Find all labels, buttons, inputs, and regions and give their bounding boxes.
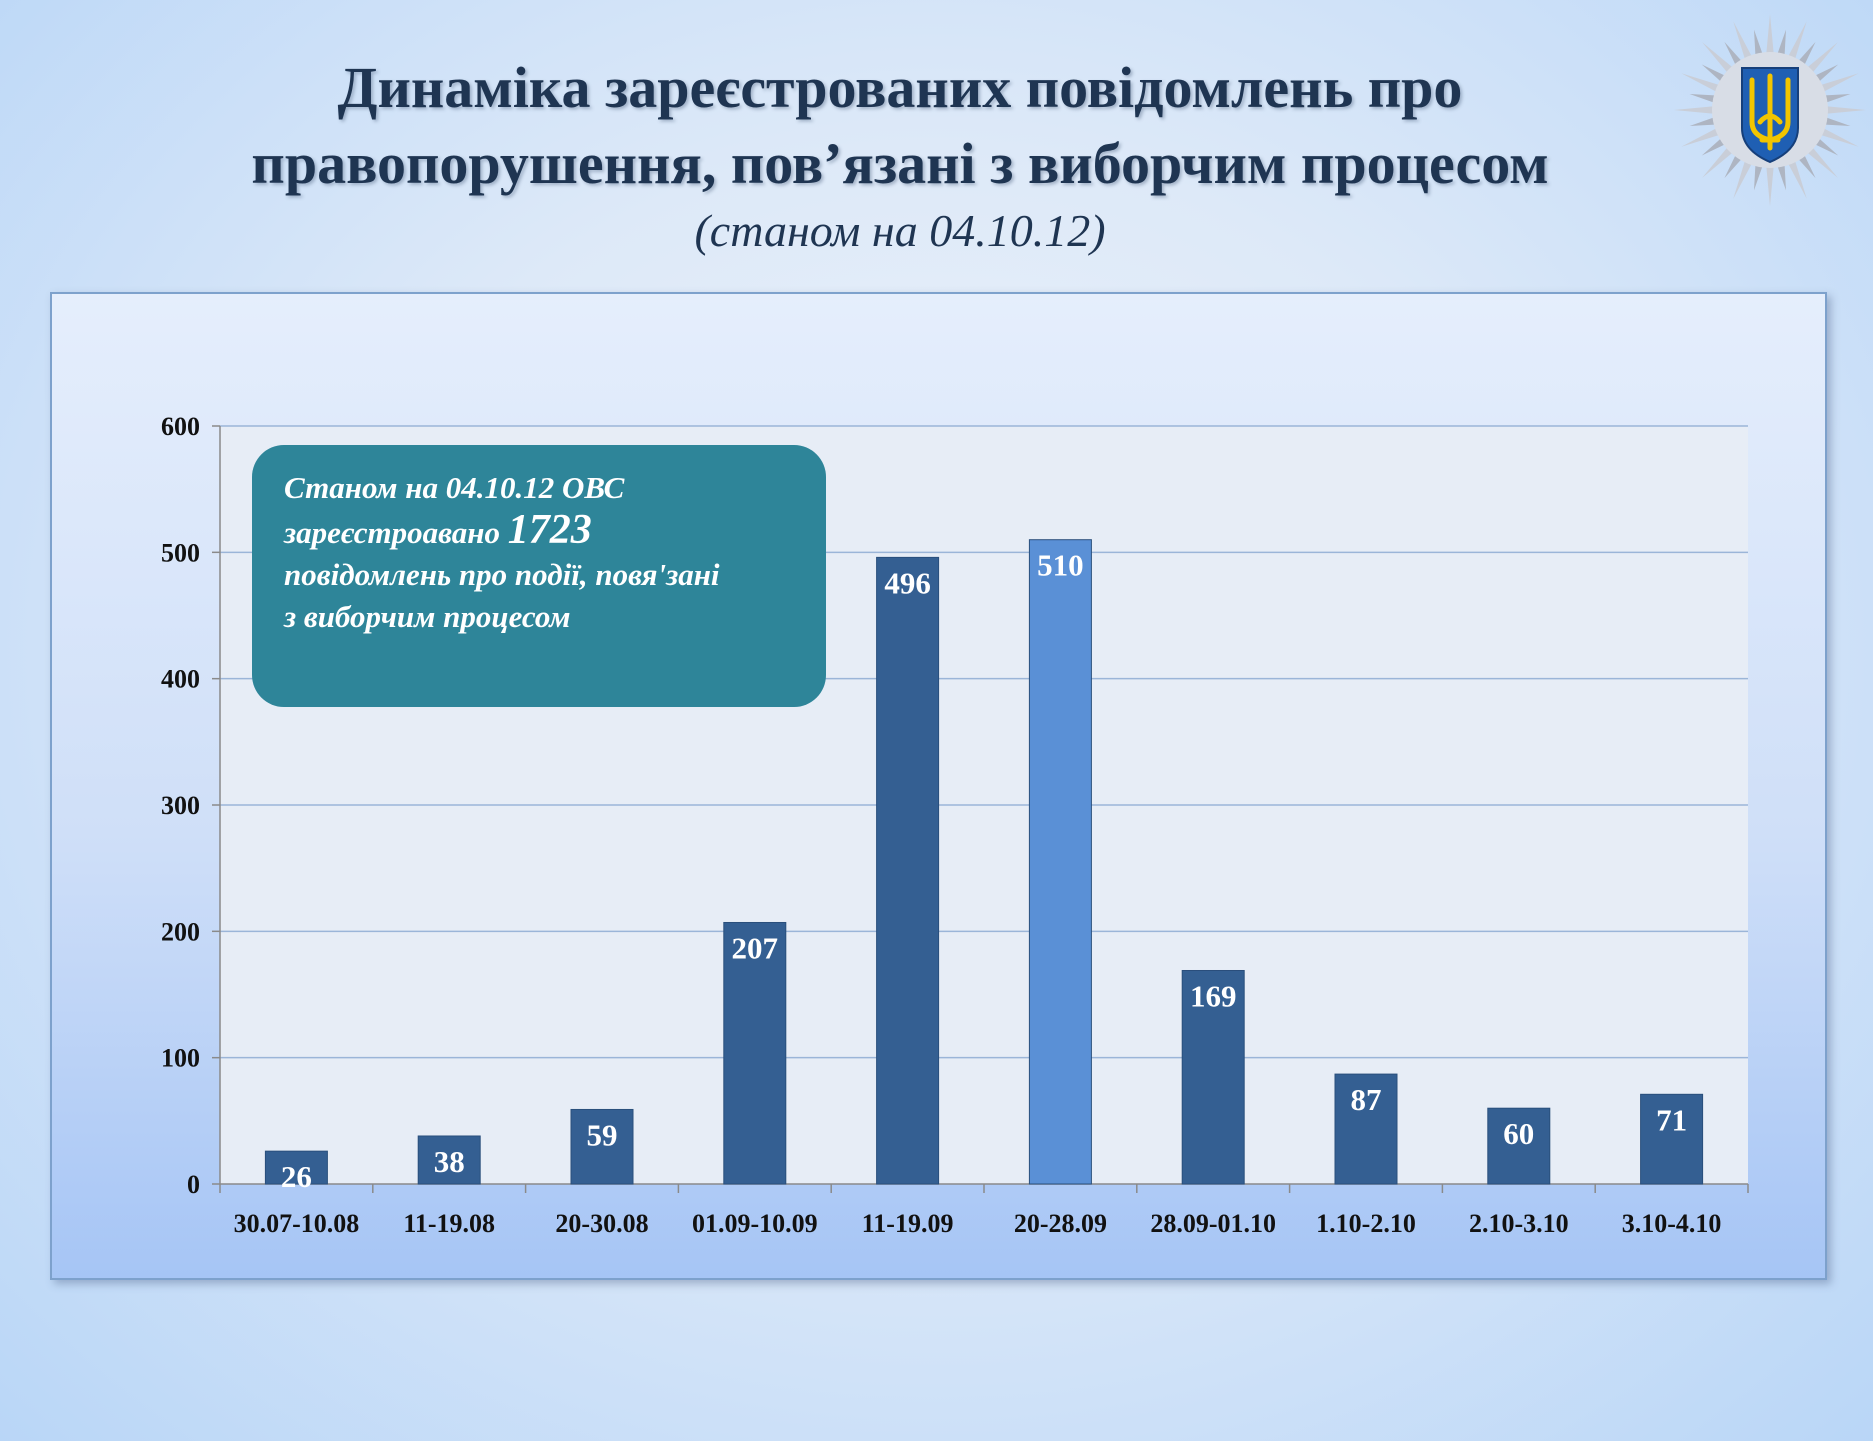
- x-tick-label: 20-30.08: [555, 1209, 648, 1238]
- bar-value-label: 59: [587, 1117, 618, 1152]
- bar-value-label: 38: [434, 1144, 465, 1179]
- callout-line-2-prefix: зареєстроавано: [284, 515, 508, 550]
- bar-value-label: 26: [281, 1159, 312, 1194]
- callout-line-4: з виборчим процесом: [284, 599, 571, 634]
- bar-9: [1487, 1107, 1551, 1185]
- y-tick-label: 300: [161, 791, 200, 820]
- bar-10: [1640, 1093, 1704, 1185]
- chart-frame: 0 100 200 300 400 500 600 26 30.07-10.08 38 11-19.…: [50, 292, 1827, 1280]
- x-tick-label: 2.10-3.10: [1469, 1209, 1569, 1238]
- y-tick-label: 200: [161, 917, 200, 946]
- summary-callout: Станом на 04.10.12 ОВС зареєстроавано 17…: [252, 445, 826, 707]
- trident-star-emblem-icon: [1674, 14, 1866, 206]
- bar-1: [264, 1150, 328, 1185]
- y-tick-label: 600: [161, 412, 200, 441]
- bar-2: [417, 1135, 481, 1185]
- x-tick-label: 3.10-4.10: [1622, 1209, 1722, 1238]
- x-tick-label: 30.07-10.08: [234, 1209, 360, 1238]
- x-tick-label: 20-28.09: [1014, 1209, 1107, 1238]
- bar-3: [570, 1108, 634, 1185]
- y-tick-label: 0: [187, 1170, 200, 1199]
- bar-value-label: 510: [1037, 548, 1084, 583]
- bar-value-label: 207: [732, 930, 779, 965]
- bar-value-label: 496: [884, 565, 931, 600]
- page-title-line-2: правопорушення, пов’язані з виборчим про…: [251, 131, 1549, 196]
- callout-total-number: 1723: [507, 507, 592, 553]
- bar-value-label: 87: [1351, 1082, 1382, 1117]
- bar-4: [723, 921, 787, 1185]
- title-block: Динаміка зареєстрованих повідомлень про …: [0, 50, 1800, 260]
- x-tick-label: 11-19.08: [403, 1209, 495, 1238]
- bar-5: [876, 556, 940, 1185]
- y-tick-label: 400: [161, 665, 200, 694]
- bar-6: [1028, 539, 1092, 1185]
- callout-line-3: повідомлень про події, повя'зані: [284, 557, 720, 592]
- callout-line-2: зареєстроавано 1723: [284, 509, 798, 554]
- bar-value-label: 169: [1190, 978, 1237, 1013]
- bar-7: [1181, 969, 1245, 1185]
- callout-line-1: Станом на 04.10.12 ОВС: [284, 470, 625, 505]
- x-tick-label: 1.10-2.10: [1316, 1209, 1416, 1238]
- bar-value-label: 71: [1656, 1102, 1687, 1137]
- bar-value-label: 60: [1503, 1116, 1534, 1151]
- x-tick-label: 11-19.09: [862, 1209, 954, 1238]
- bar-chart: 0 100 200 300 400 500 600 26 30.07-10.08 38 11-19.…: [161, 412, 1749, 1238]
- bar-8: [1334, 1073, 1398, 1185]
- x-tick-label: 01.09-10.09: [692, 1209, 818, 1238]
- x-tick-label: 28.09-01.10: [1150, 1209, 1276, 1238]
- y-tick-label: 100: [161, 1044, 200, 1073]
- page-title-line-1: Динаміка зареєстрованих повідомлень про: [337, 55, 1463, 120]
- page-subtitle: (станом на 04.10.12): [694, 205, 1106, 256]
- y-tick-label: 500: [161, 538, 200, 567]
